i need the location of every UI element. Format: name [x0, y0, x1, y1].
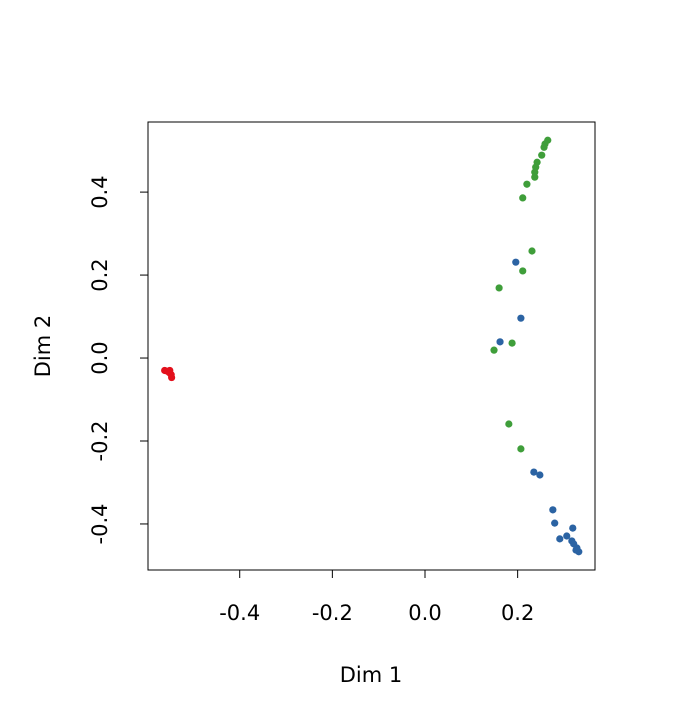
point [556, 535, 564, 543]
point [512, 258, 520, 266]
point [496, 338, 504, 346]
y-tick-label: 0.4 [88, 175, 112, 208]
point [538, 151, 546, 159]
point [495, 284, 503, 292]
point [517, 445, 525, 453]
x-tick-label: 0.2 [501, 601, 534, 625]
y-tick-label: 0.0 [88, 341, 112, 374]
y-axis-label: Dim 2 [31, 315, 55, 378]
point [505, 420, 513, 428]
point [519, 267, 527, 275]
y-tick-label: -0.4 [88, 503, 112, 544]
x-axis-label: Dim 1 [340, 663, 403, 687]
plot-frame [147, 121, 596, 571]
x-tick-label: -0.2 [312, 601, 353, 625]
y-tick-label: -0.2 [88, 421, 112, 462]
x-tick-label: -0.4 [219, 601, 260, 625]
point [536, 471, 544, 479]
y-tick-label: 0.2 [88, 258, 112, 291]
point [563, 532, 571, 540]
point [508, 339, 516, 347]
x-tick-label: 0.0 [408, 601, 441, 625]
point [530, 468, 538, 476]
point [517, 314, 525, 322]
point [528, 247, 536, 255]
point [531, 173, 539, 181]
point [572, 546, 580, 554]
point [531, 168, 539, 176]
point [523, 180, 531, 188]
point [551, 519, 559, 527]
point [519, 194, 527, 202]
point [166, 366, 174, 375]
point [490, 346, 498, 354]
point [540, 143, 548, 151]
point [569, 524, 577, 532]
point [549, 506, 557, 514]
point [168, 373, 176, 382]
